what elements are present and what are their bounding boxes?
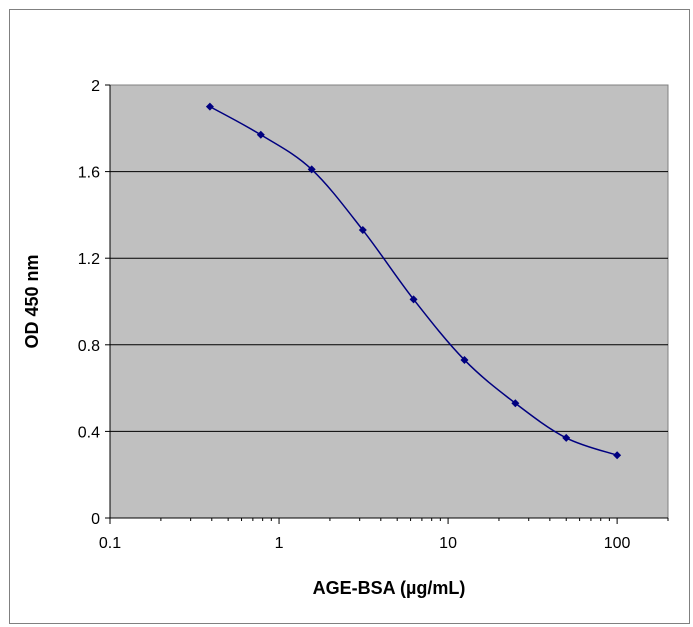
- x-tick-label: 10: [439, 535, 457, 552]
- plot-area: [109, 84, 669, 519]
- x-axis-title: AGE-BSA (µg/mL): [313, 578, 466, 598]
- y-tick-label: 0.8: [78, 338, 100, 355]
- data-point: [409, 295, 418, 304]
- data-point: [205, 102, 214, 111]
- data-point: [460, 355, 469, 364]
- x-tick-label: 100: [604, 535, 631, 552]
- y-axis-title: OD 450 nm: [22, 254, 42, 348]
- y-tick-label: 0.4: [78, 424, 100, 441]
- data-point: [256, 130, 265, 139]
- data-point: [562, 433, 571, 442]
- y-tick-label: 1.2: [78, 251, 100, 268]
- data-point: [358, 226, 367, 235]
- y-tick-label: 1.6: [78, 165, 100, 182]
- x-tick-label: 1: [275, 535, 284, 552]
- data-point: [307, 165, 316, 174]
- data-point: [511, 399, 520, 408]
- y-tick-label: 0: [91, 511, 100, 528]
- y-tick-label: 2: [91, 78, 100, 95]
- x-tick-label: 0.1: [99, 535, 121, 552]
- data-point: [613, 451, 622, 460]
